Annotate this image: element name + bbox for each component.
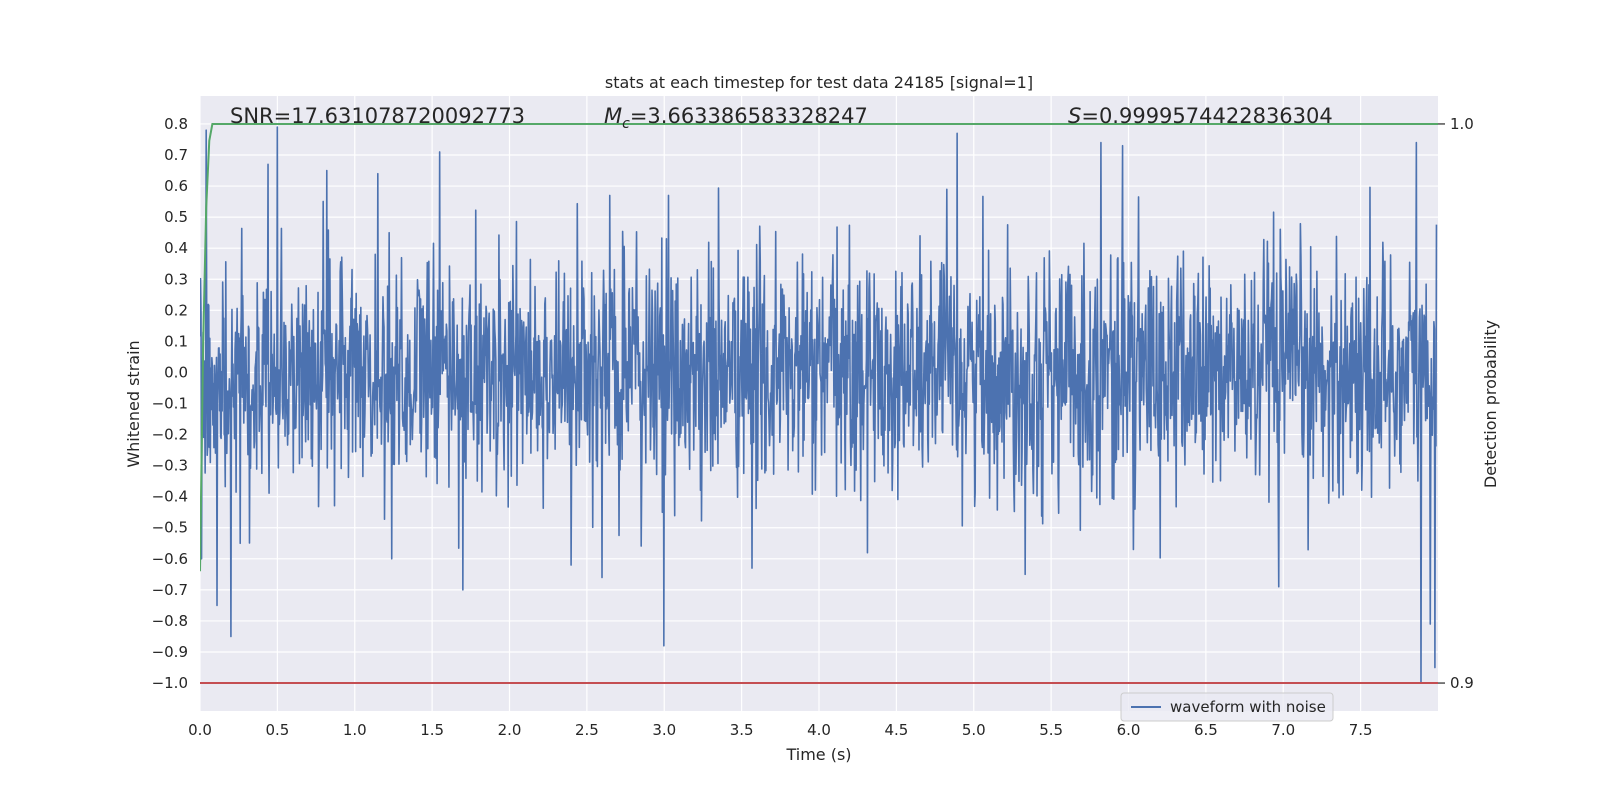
detection-stat-value: =0.9999574422836304 bbox=[1081, 104, 1332, 128]
x-tick-label: 3.5 bbox=[730, 721, 754, 739]
x-tick-label: 4.5 bbox=[884, 721, 908, 739]
y-tick-label: 0.5 bbox=[164, 208, 188, 226]
chirp-mass-value: =3.663386583328247 bbox=[630, 104, 868, 128]
y-tick-label: −0.3 bbox=[152, 457, 188, 475]
x-tick-label: 3.0 bbox=[652, 721, 676, 739]
y2-tick-labels: 1.0 0.9 bbox=[1438, 115, 1474, 692]
x-tick-label: 6.5 bbox=[1194, 721, 1218, 739]
y-tick-label: −0.5 bbox=[152, 519, 188, 537]
y2-tick-label: 1.0 bbox=[1450, 115, 1474, 133]
y-tick-label: 0.0 bbox=[164, 363, 188, 381]
y-tick-label: −0.9 bbox=[152, 643, 188, 661]
x-tick-label: 1.0 bbox=[343, 721, 367, 739]
y-tick-label: 0.4 bbox=[164, 239, 188, 257]
y-tick-label: −0.7 bbox=[152, 581, 188, 599]
x-tick-labels: 0.0 0.5 1.0 1.5 2.0 2.5 3.0 3.5 4.0 4.5 5.0 5.5 6.0 6… bbox=[188, 721, 1372, 739]
legend-label: waveform with noise bbox=[1170, 698, 1326, 716]
y-tick-label: −1.0 bbox=[152, 674, 188, 692]
x-tick-label: 0.5 bbox=[265, 721, 289, 739]
x-tick-label: 0.0 bbox=[188, 721, 212, 739]
x-tick-label: 2.5 bbox=[575, 721, 599, 739]
y-tick-label: 0.1 bbox=[164, 332, 188, 350]
y-tick-label: −0.6 bbox=[152, 550, 188, 568]
y-tick-label: 0.2 bbox=[164, 301, 188, 319]
y-tick-label: 0.7 bbox=[164, 146, 188, 164]
y-tick-labels: 0.8 0.7 0.6 0.5 0.4 0.3 0.2 0.1 0.0 −0.1 −0.2 −0.3 −… bbox=[152, 115, 188, 692]
detection-stat-annotation: S=0.9999574422836304 bbox=[1068, 104, 1333, 128]
x-tick-label: 5.0 bbox=[962, 721, 986, 739]
y-tick-label: −0.1 bbox=[152, 395, 188, 413]
chirp-mass-symbol: M bbox=[604, 104, 622, 128]
x-tick-label: 4.0 bbox=[807, 721, 831, 739]
y-axis-label: Whitened strain bbox=[124, 340, 143, 467]
snr-annotation: SNR=17.631078720092773 bbox=[230, 104, 525, 128]
x-tick-label: 1.5 bbox=[420, 721, 444, 739]
y2-axis-label: Detection probability bbox=[1481, 320, 1500, 488]
chart-title: stats at each timestep for test data 241… bbox=[605, 73, 1033, 92]
y2-tick-label: 0.9 bbox=[1450, 674, 1474, 692]
y-tick-label: −0.4 bbox=[152, 488, 188, 506]
y-tick-label: 0.3 bbox=[164, 270, 188, 288]
x-tick-label: 2.0 bbox=[498, 721, 522, 739]
detection-stat-symbol: S bbox=[1068, 104, 1081, 128]
y-tick-label: −0.2 bbox=[152, 426, 188, 444]
y-tick-label: 0.6 bbox=[164, 177, 188, 195]
x-tick-label: 5.5 bbox=[1039, 721, 1063, 739]
x-tick-label: 6.0 bbox=[1117, 721, 1141, 739]
legend: waveform with noise bbox=[1121, 693, 1333, 721]
x-axis-label: Time (s) bbox=[785, 745, 851, 764]
y-tick-label: 0.8 bbox=[164, 115, 188, 133]
x-tick-label: 7.5 bbox=[1349, 721, 1373, 739]
x-tick-label: 7.0 bbox=[1271, 721, 1295, 739]
y-tick-label: −0.8 bbox=[152, 612, 188, 630]
chirp-mass-annotation: Mc=3.663386583328247 bbox=[604, 104, 868, 132]
